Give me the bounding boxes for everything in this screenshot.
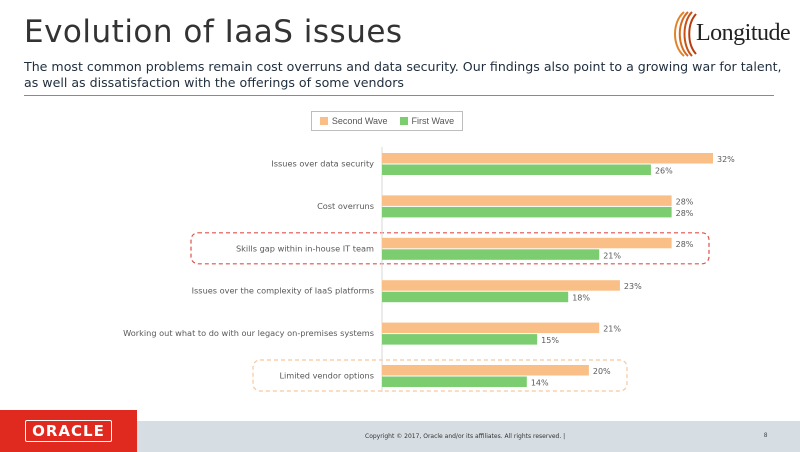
legend-item-second-wave: Second Wave	[319, 116, 388, 126]
chart-legend: Second Wave First Wave	[311, 111, 463, 131]
bar-first-wave	[382, 291, 569, 303]
data-label: 23%	[624, 282, 642, 291]
category-label: Limited vendor options	[279, 371, 374, 381]
data-label: 28%	[676, 209, 694, 218]
legend-label-first-wave: First Wave	[411, 116, 455, 126]
category-label: Issues over data security	[271, 159, 374, 169]
oracle-wordmark: ORACLE	[25, 420, 112, 442]
data-label: 21%	[603, 325, 621, 334]
legend-label-second-wave: Second Wave	[331, 116, 388, 126]
data-label: 20%	[593, 367, 611, 376]
data-label: 32%	[717, 155, 735, 164]
data-label: 26%	[655, 167, 673, 176]
bar-first-wave	[382, 164, 651, 175]
bar-first-wave	[382, 206, 672, 218]
highlight-box-red	[190, 232, 710, 265]
page-number: 8	[764, 433, 768, 439]
bar-first-wave	[382, 376, 527, 387]
bar-first-wave	[382, 249, 600, 260]
logo-wordmark: Longitude	[696, 20, 791, 46]
title-divider	[24, 95, 774, 96]
legend-swatch-first-wave	[399, 117, 408, 125]
highlight-box-orange	[252, 359, 628, 392]
bar-second-wave	[382, 365, 589, 376]
longitude-logo-icon	[674, 11, 697, 57]
bar-second-wave	[382, 195, 672, 206]
category-label: Working out what to do with our legacy o…	[123, 328, 374, 338]
bar-chart: Issues over data security 32% 26% Cost over…	[123, 147, 735, 392]
data-label: 28%	[676, 240, 694, 249]
data-label: 28%	[676, 197, 694, 206]
copyright-text: Copyright © 2017, Oracle and/or its affi…	[365, 433, 566, 440]
bar-second-wave	[382, 280, 620, 291]
slide-title: Evolution of IaaS issues	[24, 14, 403, 50]
oracle-logo: ORACLE	[0, 410, 137, 452]
category-label: Cost overruns	[317, 201, 374, 211]
data-label: 18%	[572, 294, 590, 303]
data-label: 14%	[531, 379, 549, 388]
bar-second-wave	[382, 153, 713, 164]
data-label: 15%	[541, 336, 559, 345]
bar-second-wave	[382, 322, 600, 334]
legend-swatch-second-wave	[319, 117, 328, 125]
slide-subtitle: The most common problems remain cost ove…	[24, 59, 782, 90]
bar-first-wave	[382, 334, 538, 345]
legend-item-first-wave: First Wave	[399, 116, 455, 126]
data-label: 21%	[603, 251, 621, 260]
bar-second-wave	[382, 237, 672, 249]
category-label: Skills gap within in-house IT team	[236, 243, 374, 253]
category-label: Issues over the complexity of IaaS platf…	[192, 286, 374, 296]
